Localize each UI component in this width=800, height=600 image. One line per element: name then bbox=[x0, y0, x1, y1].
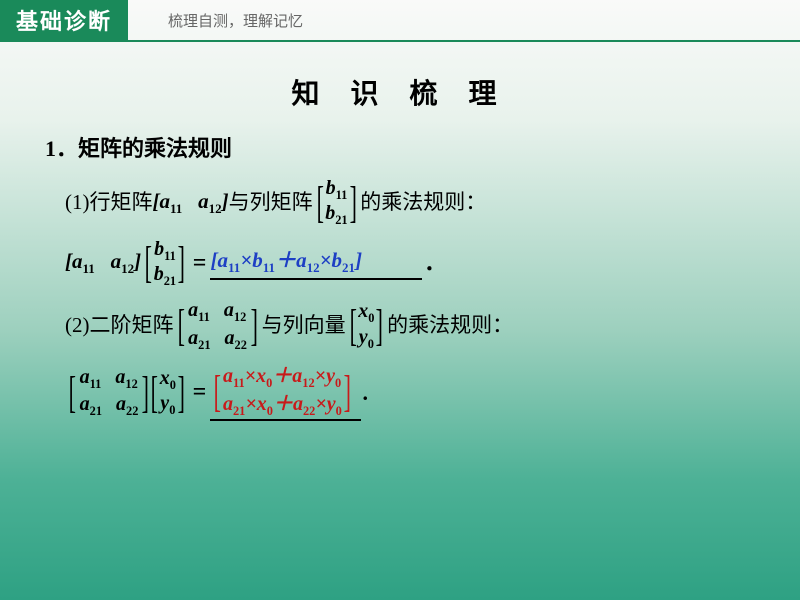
item2-desc: (2) 二阶矩阵 [ a11 a12 a21 a22 ] 与列向量 [ x0 y… bbox=[45, 298, 760, 353]
item2-label: (2) bbox=[65, 310, 90, 342]
bracket-open: [ bbox=[153, 189, 160, 213]
right-bracket-icon: ] bbox=[376, 308, 383, 343]
result-row1: a11×x0＋a12×y0 bbox=[223, 363, 341, 391]
period: ． bbox=[424, 246, 446, 279]
right-bracket-icon: ] bbox=[178, 375, 185, 410]
right-bracket-icon: ] bbox=[344, 374, 351, 409]
result-matrix: [ a11×x0＋a12×y0 a21×x0＋a22×y0 ] bbox=[210, 363, 354, 419]
left-bracket-icon: [ bbox=[316, 185, 323, 220]
left-bracket-icon: [ bbox=[349, 308, 356, 343]
a11: a11 bbox=[160, 189, 183, 213]
item2-eq: [ a11 a12 a21 a22 ] [ x0 y0 ] = bbox=[45, 363, 760, 421]
right-bracket-icon: ] bbox=[178, 245, 185, 280]
vector-xy2: [ x0 y0 ] bbox=[147, 367, 189, 418]
col-matrix-b2: [ b11 b21 ] bbox=[141, 238, 189, 289]
left-bracket-icon: [ bbox=[69, 375, 76, 410]
page-title: 知 识 梳 理 bbox=[0, 72, 800, 112]
section-heading-text: 矩阵的乘法规则 bbox=[78, 136, 232, 161]
a12: a12 bbox=[198, 189, 222, 213]
vector-xy: [ x0 y0 ] bbox=[346, 300, 388, 351]
equals-icon: = bbox=[193, 374, 207, 410]
matrix-a: [ a11 a12 a21 a22 ] bbox=[174, 298, 262, 353]
header-subtitle: 梳理自测，理解记忆 bbox=[168, 10, 303, 31]
row-matrix-2: [a11 a12] bbox=[65, 246, 141, 279]
item1-result-underline: [a11×b11＋a12×b21] bbox=[210, 245, 422, 280]
b11: b11 bbox=[326, 177, 348, 202]
content: 1．矩阵的乘法规则 (1) 行矩阵 [a11 a12] 与列矩阵 [ b11 b… bbox=[0, 112, 800, 421]
item1-eq: [a11 a12] [ b11 b21 ] = [a11×b11＋a12×b21… bbox=[45, 238, 760, 289]
right-bracket-icon: ] bbox=[349, 185, 356, 220]
matrix-a2: [ a11 a12 a21 a22 ] bbox=[65, 365, 153, 420]
item2-post: 的乘法规则： bbox=[387, 310, 513, 342]
bracket-close: ] bbox=[222, 189, 229, 213]
left-bracket-icon: [ bbox=[214, 374, 221, 409]
item2-result-underline: [ a11×x0＋a12×y0 a21×x0＋a22×y0 ] bbox=[210, 363, 360, 421]
right-bracket-icon: ] bbox=[142, 375, 149, 410]
item1-pre: 行矩阵 bbox=[90, 187, 153, 219]
section-number: 1． bbox=[45, 136, 78, 161]
item1-mid: 与列矩阵 bbox=[229, 187, 313, 219]
equals-icon: = bbox=[193, 245, 207, 281]
item2-mid: 与列向量 bbox=[262, 310, 346, 342]
section-heading: 1．矩阵的乘法规则 bbox=[45, 132, 760, 165]
left-bracket-icon: [ bbox=[145, 245, 152, 280]
b21: b21 bbox=[325, 202, 347, 227]
period: . bbox=[363, 376, 369, 409]
row-matrix: [a11 a12] bbox=[153, 186, 229, 219]
item1-result: [a11×b11＋a12×b21] bbox=[210, 245, 422, 278]
left-bracket-icon: [ bbox=[177, 308, 184, 343]
item1-post: 的乘法规则： bbox=[360, 187, 486, 219]
col-matrix-b: [ b11 b21 ] bbox=[313, 177, 361, 228]
item2-pre: 二阶矩阵 bbox=[90, 310, 174, 342]
result-row2: a21×x0＋a22×y0 bbox=[223, 391, 342, 419]
right-bracket-icon: ] bbox=[251, 308, 258, 343]
header: 基础诊断 梳理自测，理解记忆 bbox=[0, 0, 800, 42]
left-bracket-icon: [ bbox=[151, 375, 158, 410]
item1-desc: (1) 行矩阵 [a11 a12] 与列矩阵 [ b11 b21 ] 的乘法规则… bbox=[45, 177, 760, 228]
item1-label: (1) bbox=[65, 187, 90, 219]
header-badge: 基础诊断 bbox=[0, 0, 128, 42]
